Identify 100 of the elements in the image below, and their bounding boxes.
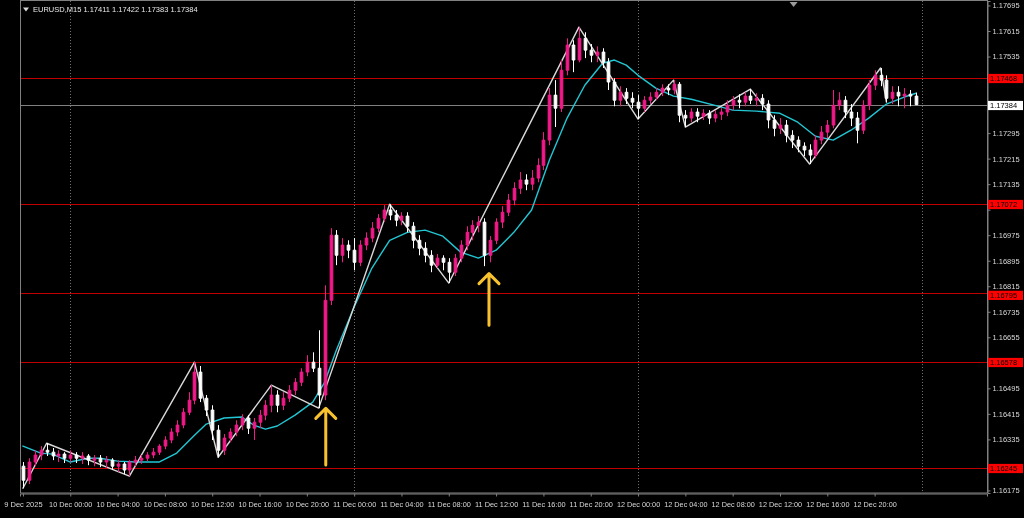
candlestick — [382, 204, 387, 223]
candlestick — [890, 85, 895, 105]
candlestick — [133, 455, 138, 467]
candlestick — [530, 169, 535, 191]
candlestick — [760, 93, 765, 111]
candlestick — [725, 99, 730, 117]
candlestick — [571, 39, 576, 73]
candlestick — [784, 119, 789, 143]
candlestick — [459, 239, 464, 263]
candlestick — [311, 351, 316, 373]
candlestick — [45, 442, 50, 457]
candlestick — [642, 95, 647, 113]
candlestick — [163, 435, 168, 450]
candlestick — [80, 451, 85, 465]
candlestick — [39, 445, 44, 461]
candlestick — [405, 211, 410, 233]
candlestick — [104, 455, 109, 469]
candlestick — [553, 79, 558, 128]
candlestick — [743, 91, 748, 107]
candlestick — [192, 361, 197, 405]
candlestick — [145, 451, 150, 462]
candlestick — [672, 79, 677, 95]
candlestick — [695, 107, 700, 123]
candlestick — [139, 454, 144, 465]
candlestick — [228, 427, 233, 443]
candlestick — [33, 449, 38, 467]
candlestick — [127, 459, 132, 477]
candlestick — [843, 95, 848, 119]
candlestick — [305, 354, 310, 377]
candlestick — [713, 109, 718, 123]
candlestick — [275, 389, 280, 413]
candlestick — [98, 454, 103, 468]
candlestick — [417, 234, 422, 256]
candlestick — [181, 407, 186, 429]
candlestick — [849, 103, 854, 127]
candlestick — [790, 129, 795, 149]
candlestick — [737, 93, 742, 109]
candlestick — [470, 219, 475, 241]
candlestick — [51, 447, 56, 461]
candlestick — [376, 213, 381, 233]
candlestick — [222, 433, 227, 456]
candlestick — [423, 241, 428, 263]
candlestick — [879, 67, 884, 87]
candlestick — [654, 87, 659, 101]
candlestick — [281, 391, 286, 411]
candlestick — [210, 404, 215, 441]
candlestick — [293, 377, 298, 396]
candlestick — [837, 91, 842, 111]
candlestick — [299, 367, 304, 387]
candlestick — [364, 231, 369, 251]
candlestick — [524, 173, 529, 191]
candlestick — [754, 92, 759, 107]
candlestick — [441, 254, 446, 271]
candlestick — [541, 131, 546, 171]
candlestick — [204, 394, 209, 417]
candlestick — [902, 87, 907, 109]
candlestick — [536, 157, 541, 183]
candlestick — [618, 85, 623, 107]
candlestick — [766, 99, 771, 129]
candlestick — [565, 37, 570, 76]
candlestick — [689, 107, 694, 123]
candlestick — [831, 89, 836, 129]
candlestick — [92, 454, 97, 467]
candlestick — [748, 88, 753, 105]
candlestick — [62, 451, 67, 464]
candlestick — [240, 413, 245, 431]
candlestick — [648, 91, 653, 105]
candlestick — [719, 107, 724, 121]
candlestick — [683, 109, 688, 128]
candlestick — [187, 391, 192, 416]
candlestick — [512, 181, 517, 206]
candlestick — [707, 109, 712, 125]
candlestick — [169, 427, 174, 444]
candlestick — [500, 205, 505, 229]
candlestick — [358, 239, 363, 267]
candlestick — [116, 459, 121, 473]
candlestick — [122, 461, 127, 475]
candlestick — [796, 135, 801, 153]
candlestick — [435, 253, 440, 269]
candlestick — [518, 171, 523, 195]
candlestick — [388, 203, 393, 221]
candlestick — [825, 119, 830, 139]
candlestick — [411, 221, 416, 249]
candlestick — [873, 69, 878, 91]
candlestick — [465, 225, 470, 251]
candlestick — [802, 141, 807, 157]
candlestick — [317, 329, 322, 409]
candlestick — [606, 57, 611, 91]
candlestick — [624, 87, 629, 105]
candlestick — [56, 449, 61, 463]
candlestick — [447, 257, 452, 284]
candlestick — [394, 209, 399, 227]
candlestick — [263, 399, 268, 421]
candlestick — [488, 235, 493, 263]
candlestick — [666, 83, 671, 96]
candlestick — [151, 447, 156, 459]
candlestick — [612, 77, 617, 107]
candlestick — [884, 74, 889, 103]
candlestick — [819, 125, 824, 145]
candlestick — [334, 229, 339, 266]
